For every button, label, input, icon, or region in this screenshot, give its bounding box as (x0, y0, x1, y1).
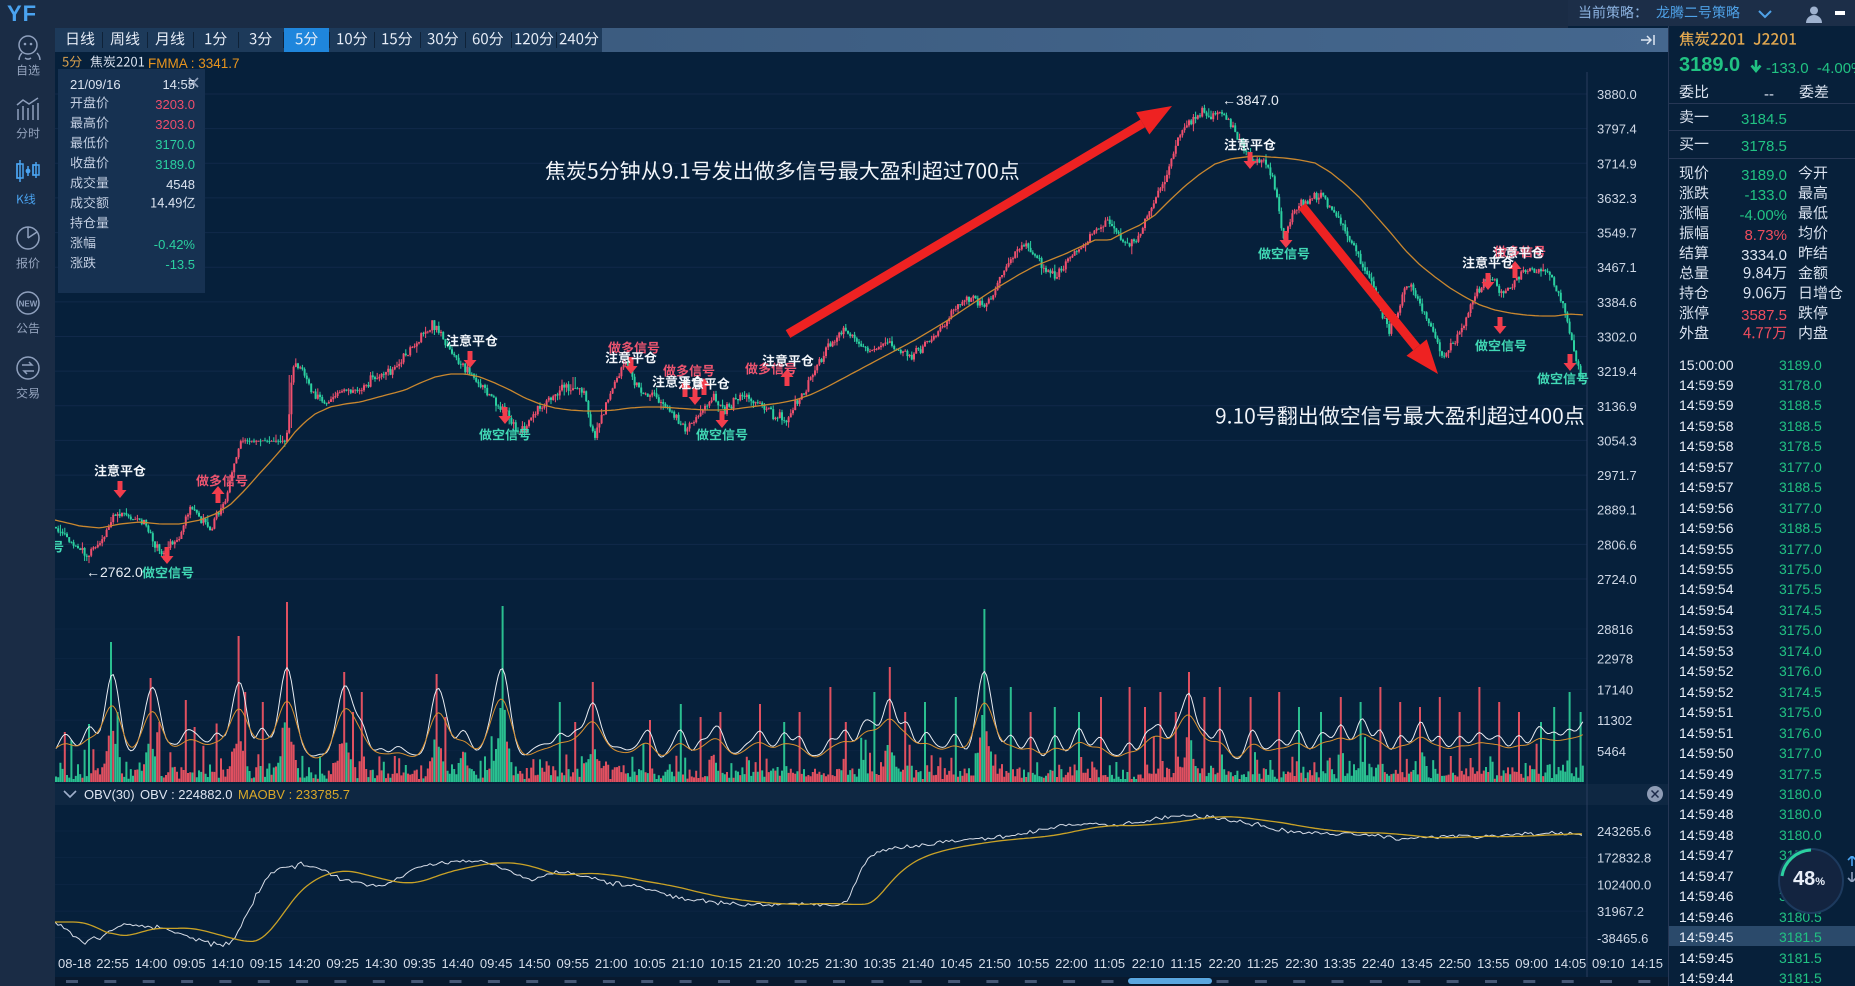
svg-text:09:15: 09:15 (250, 956, 283, 971)
svg-text:2806.6: 2806.6 (1597, 537, 1637, 552)
svg-text:NEW: NEW (19, 300, 38, 309)
svg-text:17140: 17140 (1597, 682, 1633, 697)
svg-text:3136.9: 3136.9 (1597, 399, 1637, 414)
svg-text:11302: 11302 (1597, 713, 1632, 728)
svg-text:OBV(30): OBV(30) (84, 787, 135, 802)
svg-text:14:15: 14:15 (1630, 956, 1663, 971)
svg-text:21:30: 21:30 (825, 956, 858, 971)
svg-text:13:45: 13:45 (1400, 956, 1433, 971)
svg-text:22:50: 22:50 (1439, 956, 1472, 971)
svg-text:2971.7: 2971.7 (1597, 468, 1637, 483)
svg-text:MAOBV : 233785.7: MAOBV : 233785.7 (238, 787, 350, 802)
svg-text:OBV : 224882.0: OBV : 224882.0 (140, 787, 233, 802)
svg-text:-38465.6: -38465.6 (1597, 931, 1648, 946)
svg-text:09:10: 09:10 (1592, 956, 1625, 971)
svg-text:09:55: 09:55 (557, 956, 590, 971)
svg-text:14:05: 14:05 (1554, 956, 1587, 971)
svg-text:11:05: 11:05 (1094, 956, 1126, 971)
svg-text:13:35: 13:35 (1324, 956, 1357, 971)
svg-text:10:05: 10:05 (633, 956, 666, 971)
svg-text:21:20: 21:20 (748, 956, 781, 971)
svg-text:3797.4: 3797.4 (1597, 122, 1637, 137)
svg-text:21:00: 21:00 (595, 956, 628, 971)
svg-text:14:20: 14:20 (288, 956, 321, 971)
svg-text:09:35: 09:35 (403, 956, 436, 971)
svg-text:31967.2: 31967.2 (1597, 904, 1644, 919)
svg-text:22:10: 22:10 (1132, 956, 1165, 971)
svg-text:5464: 5464 (1597, 744, 1626, 759)
svg-text:10:15: 10:15 (710, 956, 743, 971)
svg-text:3714.9: 3714.9 (1597, 156, 1637, 171)
svg-text:10:25: 10:25 (787, 956, 820, 971)
svg-text:21:10: 21:10 (672, 956, 705, 971)
svg-text:22978: 22978 (1597, 652, 1633, 667)
svg-text:14:50: 14:50 (518, 956, 551, 971)
svg-text:22:40: 22:40 (1362, 956, 1395, 971)
svg-text:28816: 28816 (1597, 622, 1633, 637)
svg-text:14:00: 14:00 (135, 956, 168, 971)
svg-text:22:20: 22:20 (1209, 956, 1242, 971)
svg-text:14:40: 14:40 (442, 956, 475, 971)
svg-text:10:55: 10:55 (1017, 956, 1050, 971)
svg-text:08-18: 08-18 (58, 956, 91, 971)
svg-text:172832.8: 172832.8 (1597, 851, 1651, 866)
svg-text:3467.1: 3467.1 (1597, 260, 1637, 275)
svg-text:14:10: 14:10 (211, 956, 244, 971)
svg-text:21:50: 21:50 (978, 956, 1011, 971)
svg-text:3632.3: 3632.3 (1597, 191, 1637, 206)
svg-text:11:25: 11:25 (1247, 956, 1279, 971)
svg-text:2889.1: 2889.1 (1597, 503, 1637, 518)
svg-text:10:35: 10:35 (863, 956, 896, 971)
svg-text:3219.4: 3219.4 (1597, 364, 1637, 379)
svg-text:102400.0: 102400.0 (1597, 877, 1651, 892)
svg-text:22:55: 22:55 (96, 956, 129, 971)
svg-text:3384.6: 3384.6 (1597, 295, 1637, 310)
svg-text:10:45: 10:45 (940, 956, 973, 971)
svg-text:11:15: 11:15 (1170, 956, 1202, 971)
svg-text:09:00: 09:00 (1515, 956, 1548, 971)
svg-text:13:55: 13:55 (1477, 956, 1510, 971)
svg-text:3880.0: 3880.0 (1597, 87, 1637, 102)
svg-text:2724.0: 2724.0 (1597, 572, 1637, 587)
svg-text:22:00: 22:00 (1055, 956, 1088, 971)
svg-text:09:45: 09:45 (480, 956, 513, 971)
svg-text:09:25: 09:25 (326, 956, 359, 971)
svg-text:243265.6: 243265.6 (1597, 824, 1651, 839)
svg-text:14:30: 14:30 (365, 956, 398, 971)
svg-text:21:40: 21:40 (902, 956, 935, 971)
svg-text:22:30: 22:30 (1285, 956, 1318, 971)
svg-text:3549.7: 3549.7 (1597, 226, 1637, 241)
svg-text:3054.3: 3054.3 (1597, 433, 1637, 448)
svg-text:3302.0: 3302.0 (1597, 330, 1637, 345)
svg-text:09:05: 09:05 (173, 956, 206, 971)
